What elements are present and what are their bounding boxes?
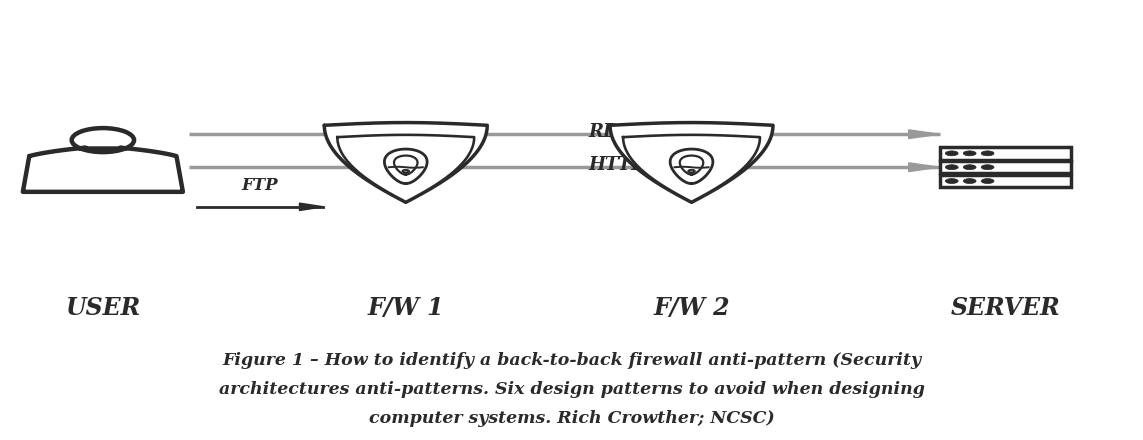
- Circle shape: [945, 151, 958, 156]
- Circle shape: [964, 165, 976, 170]
- Text: FTP: FTP: [241, 177, 279, 194]
- Text: RDP: RDP: [589, 123, 633, 141]
- Polygon shape: [325, 123, 487, 202]
- Circle shape: [945, 165, 958, 170]
- Circle shape: [981, 165, 994, 170]
- FancyBboxPatch shape: [941, 147, 1071, 160]
- Polygon shape: [610, 123, 773, 202]
- Text: F/W 2: F/W 2: [653, 296, 730, 320]
- Circle shape: [981, 151, 994, 156]
- Text: SERVER: SERVER: [951, 296, 1061, 320]
- FancyBboxPatch shape: [941, 175, 1071, 187]
- Polygon shape: [384, 149, 427, 183]
- Polygon shape: [23, 148, 183, 192]
- Text: computer systems. Rich Crowther; NCSC): computer systems. Rich Crowther; NCSC): [369, 410, 774, 426]
- Text: architectures anti-patterns. Six design patterns to avoid when designing: architectures anti-patterns. Six design …: [218, 381, 925, 398]
- Circle shape: [945, 179, 958, 183]
- Polygon shape: [337, 135, 474, 202]
- Polygon shape: [299, 203, 323, 210]
- Polygon shape: [909, 163, 940, 172]
- Polygon shape: [623, 135, 760, 202]
- Circle shape: [981, 179, 994, 183]
- Text: F/W 1: F/W 1: [367, 296, 445, 320]
- Text: Figure 1 – How to identify a back-to-back firewall anti-pattern (Security: Figure 1 – How to identify a back-to-bac…: [222, 352, 921, 369]
- Circle shape: [964, 151, 976, 156]
- FancyBboxPatch shape: [941, 161, 1071, 173]
- Circle shape: [964, 179, 976, 183]
- Polygon shape: [670, 149, 713, 183]
- Text: HTTPS: HTTPS: [589, 156, 658, 174]
- Polygon shape: [909, 130, 940, 139]
- Text: USER: USER: [65, 296, 141, 320]
